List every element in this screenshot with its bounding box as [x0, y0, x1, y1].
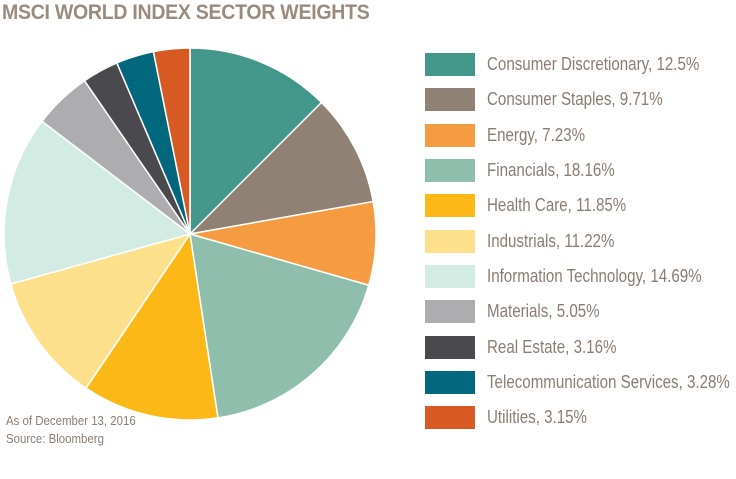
legend-swatch [425, 159, 475, 183]
pie-slice-financials [189, 232, 370, 419]
legend-label: Utilities, 3.15% [487, 407, 588, 428]
legend-label: Telecommunication Services, 3.28% [487, 371, 730, 392]
legend-item: Information Technology, 14.69% [425, 259, 736, 294]
legend-item: Utilities, 3.15% [425, 400, 736, 435]
pie-slice-industrials [9, 232, 192, 390]
legend-label: Energy, 7.23% [487, 124, 586, 145]
legend-swatch [425, 88, 475, 112]
legend-item: Materials, 5.05% [425, 294, 736, 329]
source-note: Source: Bloomberg [6, 431, 104, 446]
legend-swatch [425, 194, 475, 218]
pie-slice-health-care [84, 231, 219, 421]
legend-label: Information Technology, 14.69% [487, 265, 702, 286]
legend-item: Telecommunication Services, 3.28% [425, 365, 736, 400]
legend-label: Real Estate, 3.16% [487, 336, 617, 357]
legend-swatch [425, 264, 475, 288]
pie-slice-consumer-staples [187, 101, 375, 236]
legend-label: Consumer Staples, 9.71% [487, 89, 663, 110]
legend-swatch [425, 123, 475, 147]
chart-title: MSCI WORLD INDEX SECTOR WEIGHTS [2, 1, 370, 24]
legend-swatch [425, 300, 475, 324]
legend-label: Consumer Discretionary, 12.5% [487, 54, 700, 75]
legend-item: Energy, 7.23% [425, 118, 736, 153]
legend-swatch [425, 406, 475, 430]
as-of-date: As of December 13, 2016 [6, 413, 136, 428]
legend-item: Real Estate, 3.16% [425, 329, 736, 364]
pie-chart [3, 47, 377, 421]
legend-item: Health Care, 11.85% [425, 188, 736, 223]
legend-label: Financials, 18.16% [487, 160, 615, 181]
legend-swatch [425, 370, 475, 394]
pie-slice-utilities [152, 47, 191, 235]
legend-label: Health Care, 11.85% [487, 195, 627, 216]
legend-item: Consumer Staples, 9.71% [425, 82, 736, 117]
legend-item: Consumer Discretionary, 12.5% [425, 47, 736, 82]
legend-label: Industrials, 11.22% [487, 230, 615, 251]
legend-item: Industrials, 11.22% [425, 223, 736, 258]
legend-label: Materials, 5.05% [487, 301, 600, 322]
legend: Consumer Discretionary, 12.5% Consumer St… [425, 47, 736, 435]
legend-item: Financials, 18.16% [425, 153, 736, 188]
footer: As of December 13, 2016 Source: Bloomber… [6, 412, 136, 448]
pie-slice-information-technology [3, 120, 192, 285]
legend-swatch [425, 335, 475, 359]
legend-swatch [425, 229, 475, 253]
pie-slice-consumer-discretionary [189, 47, 323, 236]
legend-swatch [425, 53, 475, 77]
